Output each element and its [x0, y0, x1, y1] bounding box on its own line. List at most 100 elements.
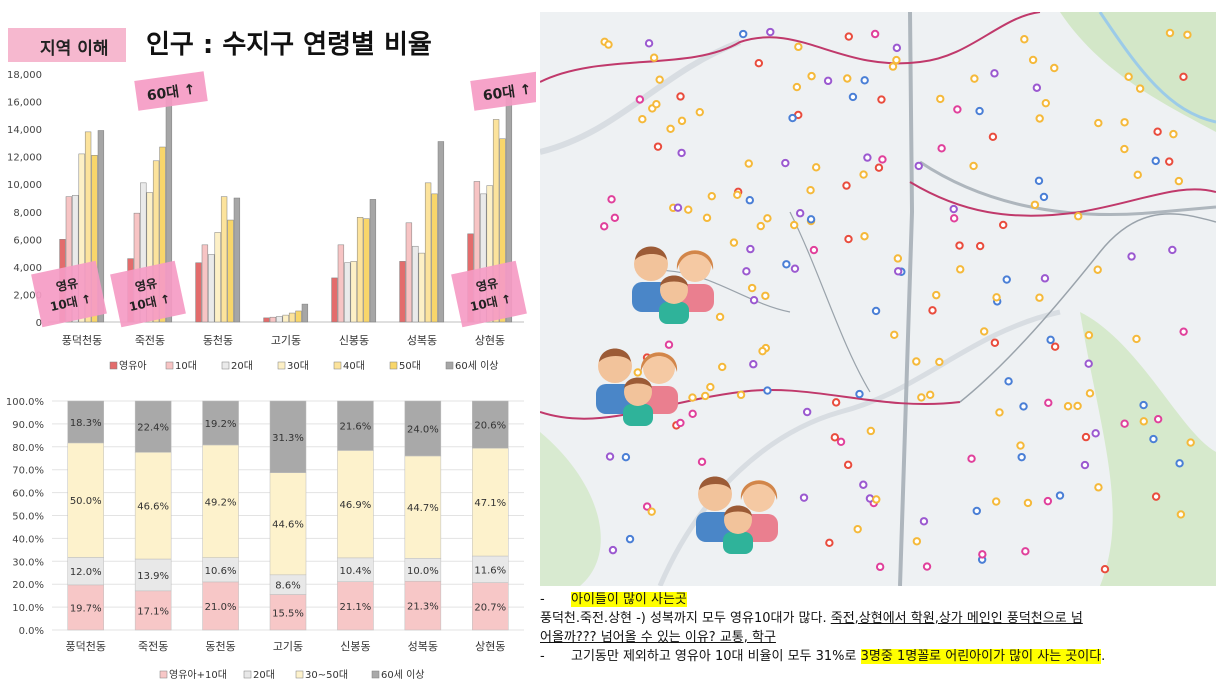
note-line-3: - 고기동만 제외하고 영유아 10대 비율이 모두 31%로 3명중 1명꼴로…	[540, 647, 1105, 666]
map-marker	[928, 306, 937, 315]
note-line-3-plain: 고기동만 제외하고 영유아 10대 비율이 모두 31%로	[570, 649, 861, 664]
stack-segment	[67, 400, 104, 444]
family-father-hair	[635, 246, 667, 260]
map-marker	[794, 42, 803, 52]
stack-segment	[472, 400, 509, 449]
bar	[431, 193, 438, 323]
data-label: 31.3%	[272, 433, 304, 444]
map-marker	[802, 407, 812, 417]
bar	[282, 314, 289, 323]
map-marker	[1124, 72, 1133, 81]
data-label: 12.0%	[70, 567, 102, 578]
legend-swatch	[243, 670, 252, 679]
map-marker	[844, 234, 853, 244]
map-marker	[991, 497, 1001, 506]
map-marker	[792, 82, 802, 92]
map-marker	[844, 32, 853, 41]
map-marker	[633, 368, 642, 377]
map-marker	[992, 293, 1001, 302]
stack-segment	[202, 444, 239, 558]
map-marker	[970, 74, 979, 83]
data-label: 11.6%	[474, 565, 506, 576]
bar	[492, 119, 500, 323]
stack-segment	[134, 558, 172, 592]
map-marker	[1080, 460, 1090, 470]
bar	[288, 312, 296, 323]
map-marker	[922, 562, 932, 571]
map-marker	[1165, 28, 1175, 38]
note-line-1-plain: 풍덕천.죽전.상현 -) 성복까지 모두 영유10대가 많다.	[540, 611, 831, 626]
bar	[195, 262, 202, 323]
note-line-3-end: .	[1101, 649, 1106, 664]
data-label: 8.6%	[275, 581, 300, 592]
data-label: 21.1%	[340, 602, 372, 613]
stack-segment	[202, 400, 239, 446]
legend-swatch	[165, 361, 174, 370]
map-marker	[893, 267, 903, 276]
map-marker	[1023, 498, 1033, 508]
map-marker	[1153, 127, 1162, 136]
map-marker	[874, 163, 884, 172]
legend-swatch	[371, 670, 380, 679]
map-marker	[978, 550, 987, 559]
map-marker	[871, 306, 881, 316]
stack-segment	[404, 400, 442, 457]
map-marker	[859, 170, 868, 179]
stack-segment	[269, 400, 307, 473]
y-tick-label: 90.0%	[12, 420, 44, 431]
x-tick-label: 신봉동	[339, 334, 369, 347]
map-marker	[969, 161, 978, 171]
family-father-head	[634, 247, 668, 281]
map-marker	[782, 260, 791, 269]
age-count-bar-chart: 0 2,000 4,000 6,000 8,000 10,000 12,000 14,000 1…	[7, 70, 536, 372]
data-label: 13.9%	[137, 571, 169, 582]
map-marker	[1135, 84, 1145, 93]
map-marker	[733, 190, 742, 200]
map-marker	[1094, 118, 1103, 128]
stack-segment	[134, 590, 172, 631]
legend-swatch	[109, 361, 118, 370]
legend-label: 20대	[231, 360, 253, 372]
map-marker	[1040, 274, 1050, 283]
map-marker	[653, 142, 663, 151]
y-tick-label: 16,000	[7, 98, 42, 109]
map-marker	[610, 213, 620, 223]
legend-label: 10대	[175, 360, 197, 372]
map-marker	[1176, 510, 1186, 519]
map-marker	[607, 195, 616, 204]
map-marker	[677, 116, 687, 126]
map-marker	[1050, 63, 1059, 73]
map-marker	[688, 409, 697, 419]
map-marker	[806, 186, 815, 195]
bar	[337, 244, 345, 323]
note-bullet-2: -	[540, 649, 545, 664]
stack-segment	[404, 455, 442, 559]
legend-swatch	[389, 361, 398, 370]
data-label: 20.7%	[474, 602, 506, 613]
map-marker	[649, 53, 659, 62]
map-marker	[695, 107, 704, 117]
family-father-head	[698, 477, 732, 511]
map-marker	[1084, 359, 1093, 368]
map-marker	[979, 327, 989, 336]
legend-label: 20대	[253, 669, 275, 681]
data-label: 21.6%	[340, 422, 372, 433]
family-child-head	[660, 276, 688, 304]
annotation-text: 60대 ↑	[482, 82, 533, 105]
bar	[344, 262, 351, 323]
map-road	[657, 309, 1061, 586]
bar	[412, 245, 419, 323]
bar	[437, 141, 445, 323]
map-marker	[914, 161, 923, 171]
map-marker	[790, 264, 800, 273]
x-tick-label: 동천동	[203, 333, 233, 347]
map-marker	[1073, 401, 1082, 411]
legend-label: 40대	[343, 360, 365, 372]
map-marker	[756, 221, 765, 231]
y-tick-label: 18,000	[7, 70, 42, 81]
data-label: 19.2%	[205, 419, 237, 430]
map-markers	[600, 27, 1195, 574]
map-marker	[666, 124, 675, 133]
map-marker	[718, 362, 727, 372]
annotation-note: 영유10대 ↑	[31, 260, 107, 328]
